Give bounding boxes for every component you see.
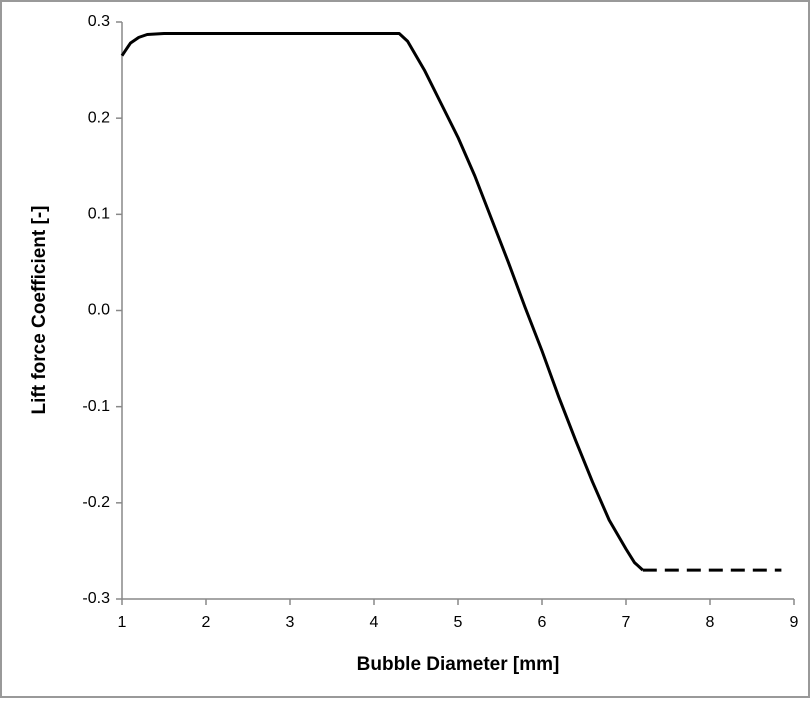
y-tick-label: -0.2 [82, 494, 110, 511]
x-tick-label: 4 [370, 614, 379, 631]
y-tick-label: -0.1 [82, 398, 110, 415]
line-series [120, 32, 644, 572]
y-tick-label: 0.0 [88, 302, 110, 319]
y-tick-label: -0.3 [82, 590, 110, 607]
y-axis-title: Lift force Coefficient [-] [29, 206, 50, 415]
x-tick-label: 6 [538, 614, 547, 631]
x-tick-label: 7 [622, 614, 631, 631]
y-tick-label: 0.3 [88, 13, 110, 30]
x-tick-label: 5 [454, 614, 463, 631]
x-tick-label: 9 [790, 614, 799, 631]
y-tick-label: 0.2 [88, 109, 110, 126]
x-tick-label: 1 [118, 614, 127, 631]
x-tick-label: 8 [706, 614, 715, 631]
x-tick-label: 2 [202, 614, 211, 631]
x-tick-label: 3 [286, 614, 295, 631]
x-axis-title: Bubble Diameter [mm] [357, 654, 560, 675]
y-tick-label: 0.1 [88, 206, 110, 223]
